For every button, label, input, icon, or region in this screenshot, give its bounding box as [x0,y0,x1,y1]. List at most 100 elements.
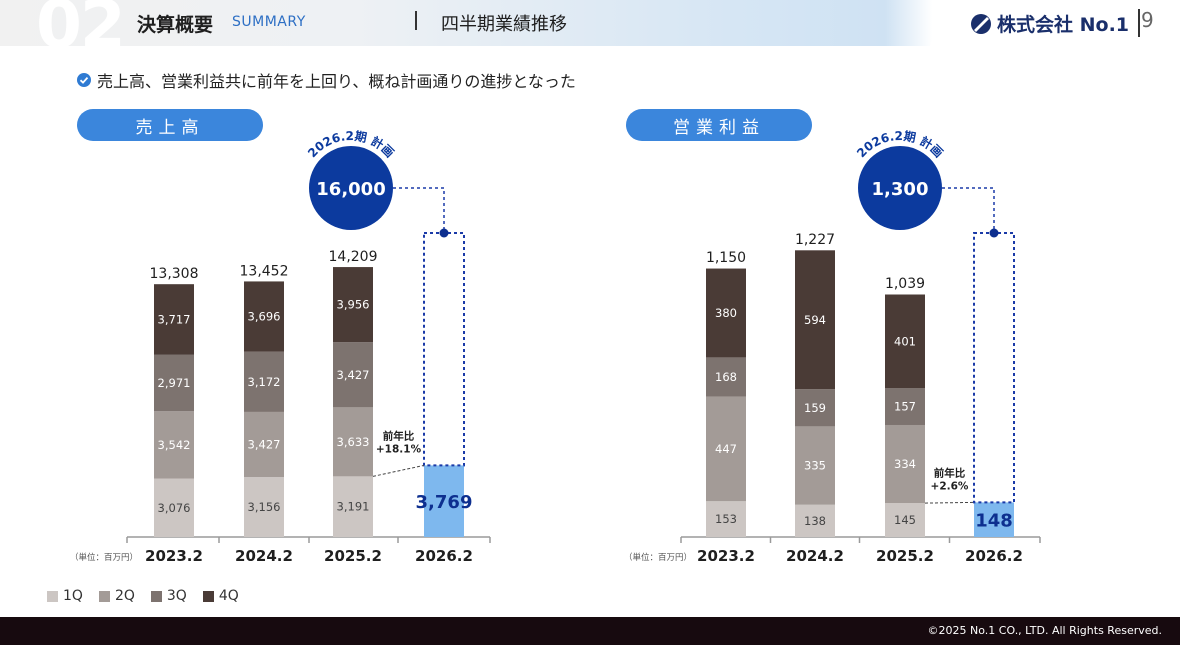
profit-yoy-guide [924,501,975,504]
sales-bar-segment-2q [244,411,284,478]
legend-swatch-2q [98,590,110,602]
profit-segment-value: 159 [804,401,826,415]
legend-item-3q: 3Q [150,588,187,604]
profit-bar-segment-3q [885,388,925,425]
logo-text: 株式会社 No.1 [997,14,1130,36]
legend-swatch-3q [150,590,162,602]
sales-bar-segment-1q [154,478,194,537]
sales-bar-segment-4q [244,281,284,352]
profit-bar-segment-1q [706,501,746,537]
sales-bar-segment-2q [333,407,373,477]
sales-bar-segment-1q [333,476,373,537]
profit-bar-segment-4q [885,294,925,389]
profit-chart-title: 営業利益 [673,117,765,138]
sales-segment-value: 3,717 [158,312,191,326]
summary-text: 売上高、営業利益共に前年を上回り、概ね計画通りの進捗となった [97,72,576,91]
sales-bar-segment-2q [154,411,194,479]
profit-bar-segment-2q [795,426,835,505]
header-divider [415,11,417,30]
profit-segment-value: 157 [894,400,916,414]
sales-plan-dot [439,228,449,238]
footer-bar: ©2025 No.1 CO., LTD. All Rights Reserved… [0,617,1180,645]
legend-item-4q: 4Q [202,588,239,604]
sales-chart-title: 売上高 [135,117,205,138]
sales-segment-value: 3,191 [337,500,370,514]
page-number-divider [1138,9,1140,37]
profit-plan-connector [942,187,995,233]
sales-bar-segment-1q [244,477,284,537]
profit-yoy-label: 前年比 [934,466,966,479]
page-number: 9 [1141,8,1154,32]
profit-yoy-value: +2.6% [931,480,969,492]
section-number: 02 [36,0,126,63]
profit-bar-segment-3q [795,389,835,427]
profit-bar-segment-2q [706,396,746,502]
profit-segment-value: 334 [894,457,916,471]
sales-chart-pill: 売上高 [77,109,263,141]
sales-segment-value: 3,542 [158,438,191,452]
charts-canvas: 2023.2 2024.2 2025.2 2026.2 （単位：百万円） 3,076 3,5… [70,128,1041,565]
profit-bar-segment-3q [706,357,746,397]
sales-yoy-guide [372,464,425,477]
profit-bar-segment-1q [795,504,835,537]
legend-item-2q: 2Q [98,588,135,604]
sales-segment-value: 3,172 [248,375,281,389]
section-subtitle: SUMMARY [232,14,306,30]
profit-segment-value: 594 [804,313,826,327]
sales-category-label: 2025.2 [324,547,382,565]
sales-bar-segment-3q [244,351,284,412]
profit-category-label: 2025.2 [876,547,934,565]
sales-segment-value: 3,156 [248,500,281,514]
sales-plan-connector [393,187,445,233]
legend-swatch-4q [202,590,214,602]
profit-bar-segment-1q [885,503,925,537]
sales-segment-value: 3,956 [337,298,370,312]
page-title: 四半期業績推移 [441,14,567,35]
profit-total-label: 1,150 [706,250,746,266]
profit-plan-outline [973,232,1015,504]
profit-plan-value: 1,300 [872,179,929,200]
sales-segment-value: 3,696 [248,310,281,324]
profit-plan-q1-value: 148 [975,511,1013,532]
profit-category-label: 2024.2 [786,547,844,565]
sales-segment-value: 2,971 [158,376,191,390]
check-circle-icon [77,73,91,87]
legend: 1Q 2Q 3Q 4Q [47,588,239,604]
sales-bar-segment-3q [333,342,373,408]
logo-mark-icon [971,13,991,34]
profit-bar-segment-2q [885,424,925,504]
profit-segment-value: 138 [804,514,826,528]
sales-total-label: 13,308 [150,266,199,282]
sales-plan-value: 16,000 [316,179,385,200]
sales-segment-value: 3,427 [337,368,370,382]
profit-category-label: 2026.2 [965,547,1023,565]
sales-bar-segment-3q [154,354,194,412]
profit-bar-segment-4q [706,268,746,358]
sales-segment-value: 3,076 [158,501,191,515]
profit-unit-label: （単位：百万円） [624,552,692,563]
profit-segment-value: 401 [894,334,916,348]
sales-total-label: 13,452 [240,263,289,279]
legend-item-1q: 1Q [47,588,83,604]
sales-yoy-value: +18.1% [376,443,422,455]
summary-line: 売上高、営業利益共に前年を上回り、概ね計画通りの進捗となった [77,68,576,92]
legend-label-3q: 3Q [166,588,187,604]
section-title: 決算概要 [137,14,214,36]
sales-unit-label: （単位：百万円） [70,552,138,563]
profit-segment-value: 168 [715,370,737,384]
sales-segment-value: 3,427 [248,437,281,451]
profit-total-label: 1,227 [795,232,835,248]
profit-segment-value: 153 [715,512,737,526]
profit-plan-circle [858,146,942,230]
legend-swatch-1q [47,590,58,602]
sales-plan-outline [423,232,465,467]
profit-total-label: 1,039 [885,276,925,292]
profit-category-label: 2023.2 [697,547,755,565]
profit-plan-dot [989,228,999,238]
legend-label-2q: 2Q [114,588,135,604]
sales-bar-segment-1q [424,465,464,537]
sales-plan-circle [309,146,393,230]
sales-category-label: 2023.2 [145,547,203,565]
sales-yoy-label: 前年比 [383,429,415,442]
profit-segment-value: 335 [804,459,826,473]
